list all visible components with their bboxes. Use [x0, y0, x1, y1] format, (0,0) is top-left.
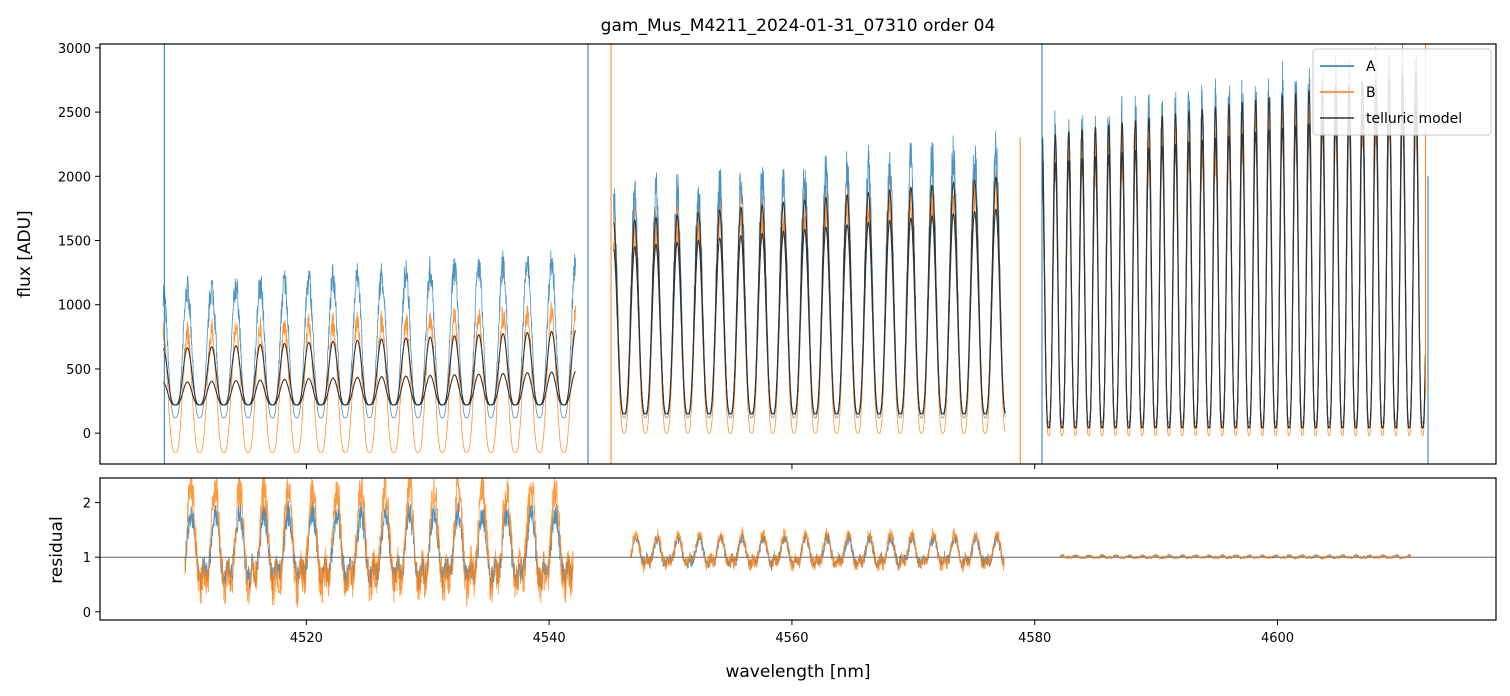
series-A-segment-0	[162, 250, 576, 419]
telluric-model-B-segment-0	[163, 371, 576, 406]
legend-label-A: A	[1366, 59, 1376, 75]
residual-panel: 0 1 2 4520 4540 4560 4580 4600 residual wavele…	[47, 477, 1497, 682]
flux-ytick-label-0: 0	[83, 427, 91, 442]
residual-xtick-label-2: 4560	[775, 631, 808, 646]
flux-ytick-label-2: 1000	[58, 299, 91, 314]
residual-y-axis-label: residual	[47, 516, 67, 583]
residual-ytick-label-1: 1	[83, 551, 91, 566]
flux-ytick-label-3: 1500	[58, 235, 91, 250]
residual-B-segment-2	[1058, 553, 1412, 561]
telluric-model-B-segment-1	[613, 208, 1006, 415]
flux-ytick-label-4: 2000	[58, 170, 91, 185]
residual-xtick-label-4: 4600	[1261, 631, 1294, 646]
residual-ytick-label-0: 0	[83, 606, 91, 621]
flux-panel: 0 500 1000 1500 2000 2500 3000 flux [ADU] A B …	[15, 42, 1497, 469]
legend-label-B: B	[1366, 85, 1376, 101]
residual-xtick-label-1: 4540	[533, 631, 566, 646]
x-axis-label: wavelength [nm]	[725, 662, 870, 682]
residual-B-segment-0	[184, 478, 574, 608]
legend-label-model: telluric model	[1366, 111, 1462, 127]
residual-xtick-label-0: 4520	[290, 631, 323, 646]
residual-B-segment-1	[630, 526, 1005, 573]
residual-ytick-label-2: 2	[83, 497, 91, 512]
telluric-model-B-segment-2	[1041, 107, 1426, 429]
figure-title: gam_Mus_M4211_2024-01-31_07310 order 04	[601, 16, 996, 36]
flux-ytick-label-5: 2500	[58, 106, 91, 121]
flux-y-axis-label: flux [ADU]	[15, 210, 35, 297]
flux-ytick-label-6: 3000	[58, 42, 91, 57]
residual-xtick-label-3: 4580	[1018, 631, 1051, 646]
legend: A B telluric model	[1312, 48, 1492, 136]
flux-ytick-label-1: 500	[66, 363, 91, 378]
